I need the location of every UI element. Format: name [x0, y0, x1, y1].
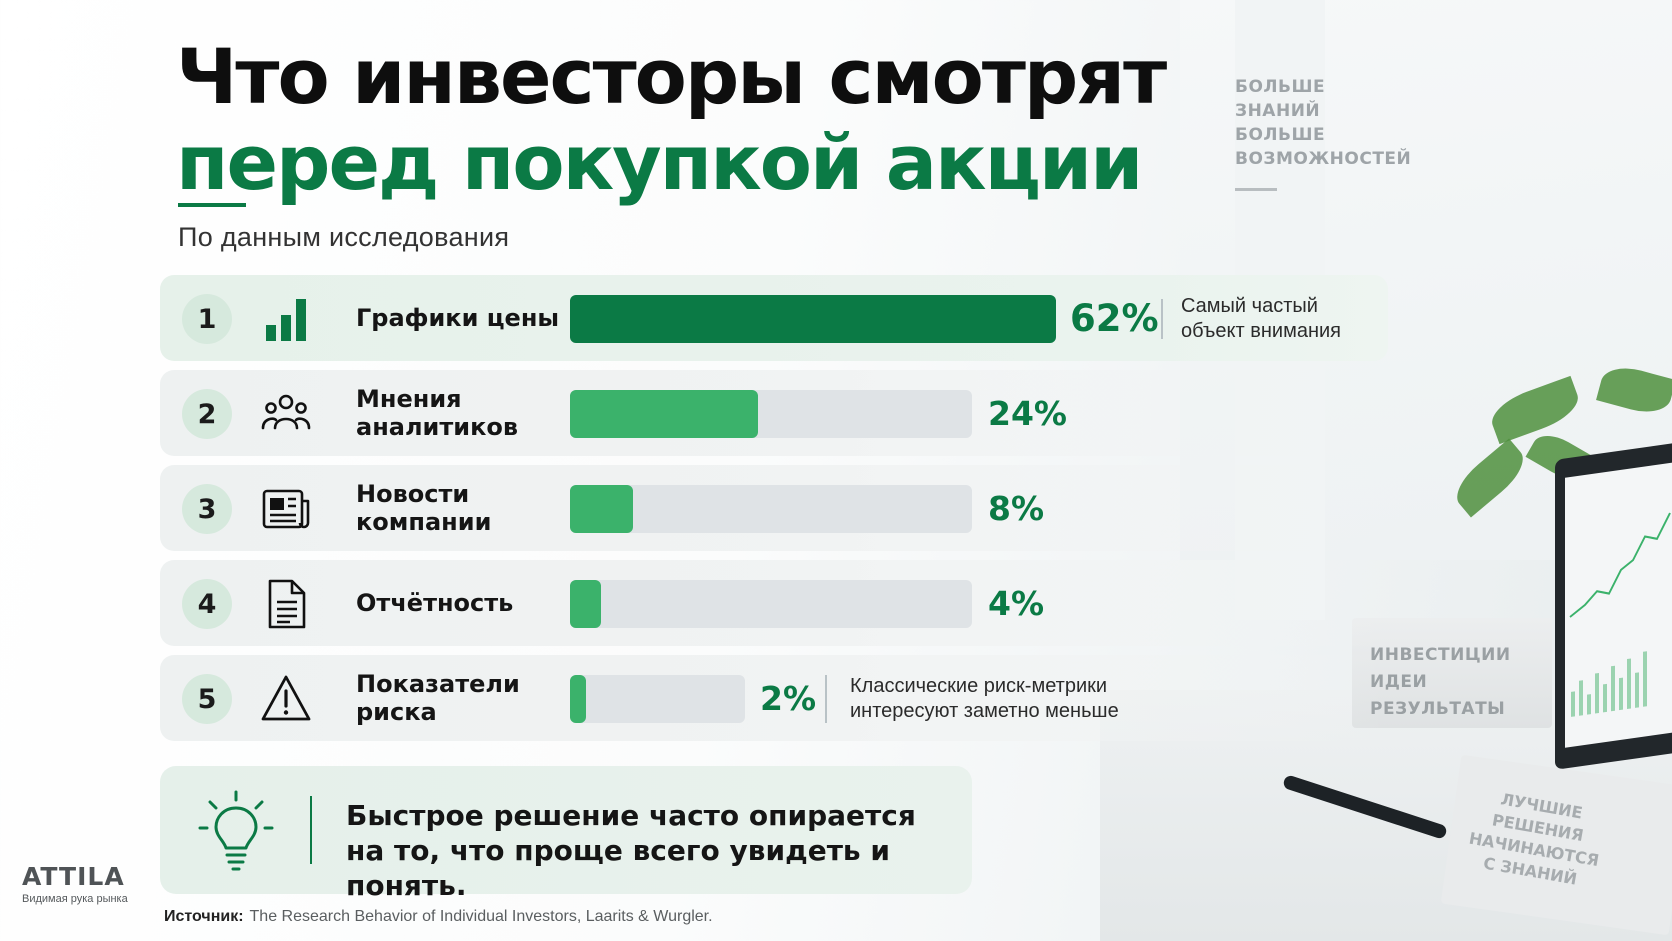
insight-callout: Быстрое решение часто опирается на то, ч…: [160, 766, 972, 902]
bar-track: [570, 390, 972, 438]
bar-track: [570, 485, 972, 533]
rank-badge: 1: [182, 294, 232, 344]
category-label: Показатели риска: [356, 670, 520, 726]
value-label: 8%: [988, 489, 1045, 528]
chart-row: 1 Графики цены 62% Самый частый объект в…: [160, 275, 1388, 361]
bar: [570, 485, 633, 533]
bar: [570, 390, 759, 438]
chart-row: 4 Отчётность 4%: [160, 560, 1388, 646]
category-label: Новости компании: [356, 480, 492, 536]
chart-row: 2 Мнения аналитиков 24%: [160, 370, 1388, 456]
box-printed-text: ИНВЕСТИЦИИ ИДЕИ РЕЗУЛЬТАТЫ: [1370, 645, 1511, 719]
value-label: 62%: [1070, 297, 1159, 340]
newspaper-icon: [262, 489, 310, 529]
bar-chart-icon: [266, 299, 306, 341]
annotation-note: Классические риск-метрики интересуют зам…: [850, 675, 1119, 722]
title-underline: [178, 203, 246, 207]
subtitle: По данным исследования: [178, 222, 510, 252]
lightbulb-icon: [198, 790, 274, 871]
title-line-1: Что инвесторы смотрят: [176, 32, 1167, 121]
laptop-screen: [1565, 462, 1672, 748]
rank-badge: 4: [182, 579, 232, 629]
brand-name: ATTILA: [22, 862, 125, 891]
rank-badge: 2: [182, 389, 232, 439]
source-citation: Источник: The Research Behavior of Indivi…: [164, 908, 713, 926]
rank-badge: 5: [182, 674, 232, 724]
category-label: Графики цены: [356, 304, 560, 332]
laptop-chart-graphic: [1569, 512, 1671, 717]
chart-row: 3 Новости компании 8%: [160, 465, 1388, 551]
tagline: БОЛЬШЕ ЗНАНИЙ БОЛЬШЕ ВОЗМОЖНОСТЕЙ: [1235, 77, 1412, 169]
note-divider: [825, 675, 827, 723]
bar-track: [570, 295, 1056, 343]
document-icon: [268, 579, 306, 629]
value-label: 24%: [988, 394, 1067, 433]
chart-row: 5 Показатели риска 2% Классические риск-…: [160, 655, 1388, 741]
people-icon: [261, 394, 311, 430]
value-label: 4%: [988, 584, 1045, 623]
tagline-rule: [1235, 188, 1277, 191]
source-text: The Research Behavior of Individual Inve…: [249, 908, 713, 925]
category-label: Отчётность: [356, 589, 514, 617]
warning-icon: [261, 675, 311, 721]
bar: [570, 295, 1056, 343]
brand-logo: ATTILA Видимая рука рынка: [22, 862, 128, 905]
bar-track: [570, 675, 745, 723]
brand-tagline: Видимая рука рынка: [22, 893, 128, 905]
bar-track: [570, 580, 972, 628]
category-label: Мнения аналитиков: [356, 385, 519, 441]
callout-divider: [310, 796, 312, 864]
bar: [570, 675, 586, 723]
rank-badge: 3: [182, 484, 232, 534]
page-title: Что инвесторы смотрят перед покупкой акц…: [176, 32, 1167, 207]
title-line-2: перед покупкой акции: [176, 118, 1143, 207]
note-divider: [1161, 299, 1163, 339]
callout-text: Быстрое решение часто опирается на то, ч…: [346, 799, 916, 902]
source-key: Источник:: [164, 908, 244, 925]
value-label: 2%: [760, 679, 817, 718]
bar: [570, 580, 602, 628]
annotation-note: Самый частый объект внимания: [1181, 295, 1341, 342]
